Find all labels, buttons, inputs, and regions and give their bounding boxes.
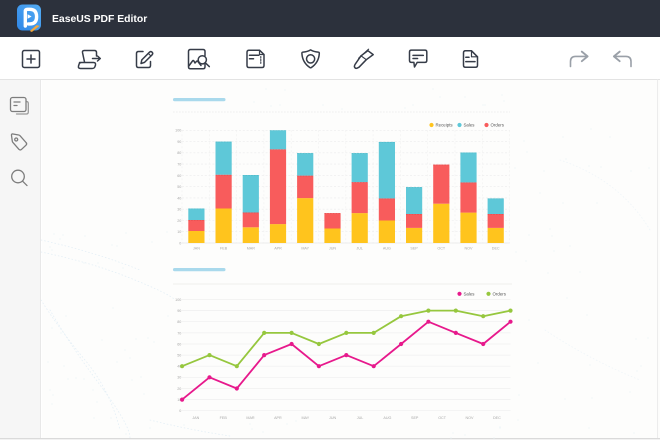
svg-text:60: 60 (177, 174, 181, 178)
svg-text:JUN: JUN (329, 416, 337, 420)
svg-text:JUN: JUN (329, 246, 337, 250)
svg-text:60: 60 (177, 342, 181, 346)
svg-text:EaseUS PDF Editor: EaseUS PDF Editor (52, 14, 147, 25)
svg-text:JAN: JAN (193, 246, 200, 250)
svg-text:JAN: JAN (192, 416, 199, 420)
svg-text:OCT: OCT (438, 416, 447, 420)
svg-text:MAY: MAY (301, 246, 309, 250)
svg-text:90: 90 (177, 309, 181, 313)
svg-text:APR: APR (274, 416, 282, 420)
svg-text:100: 100 (175, 298, 181, 302)
svg-text:FEB: FEB (220, 416, 228, 420)
svg-text:90: 90 (177, 140, 181, 144)
svg-text:MAR: MAR (246, 416, 255, 420)
svg-text:30: 30 (177, 376, 181, 380)
svg-text:NOV: NOV (465, 246, 474, 250)
svg-text:50: 50 (177, 185, 181, 189)
svg-text:NOV: NOV (466, 416, 475, 420)
svg-text:SEP: SEP (411, 416, 419, 420)
svg-text:10: 10 (177, 398, 181, 402)
svg-text:100: 100 (175, 129, 181, 133)
svg-text:JUL: JUL (357, 416, 364, 420)
svg-text:SEP: SEP (410, 246, 418, 250)
svg-text:0: 0 (179, 409, 181, 413)
svg-text:70: 70 (177, 163, 181, 167)
svg-text:70: 70 (177, 331, 181, 335)
svg-text:80: 80 (177, 151, 181, 155)
svg-text:Sales: Sales (464, 291, 476, 296)
svg-text:40: 40 (177, 365, 181, 369)
svg-text:DEC: DEC (492, 246, 500, 250)
svg-text:Orders: Orders (491, 123, 505, 128)
svg-text:0: 0 (179, 241, 181, 245)
svg-text:20: 20 (177, 387, 181, 391)
svg-text:Sales: Sales (464, 123, 476, 128)
svg-text:AUG: AUG (383, 246, 391, 250)
svg-text:80: 80 (177, 320, 181, 324)
svg-text:APR: APR (274, 246, 282, 250)
svg-text:Receipts: Receipts (436, 123, 454, 128)
svg-text:30: 30 (177, 208, 181, 212)
svg-text:OCT: OCT (437, 246, 446, 250)
svg-text:AUG: AUG (383, 416, 391, 420)
svg-text:20: 20 (177, 219, 181, 223)
svg-text:Orders: Orders (493, 291, 507, 296)
svg-text:DEC: DEC (493, 416, 501, 420)
svg-text:FEB: FEB (220, 246, 228, 250)
svg-text:MAY: MAY (301, 416, 309, 420)
svg-text:40: 40 (177, 196, 181, 200)
svg-text:MAR: MAR (247, 246, 256, 250)
svg-text:JUL: JUL (356, 246, 363, 250)
svg-text:50: 50 (177, 354, 181, 358)
svg-text:10: 10 (177, 230, 181, 234)
